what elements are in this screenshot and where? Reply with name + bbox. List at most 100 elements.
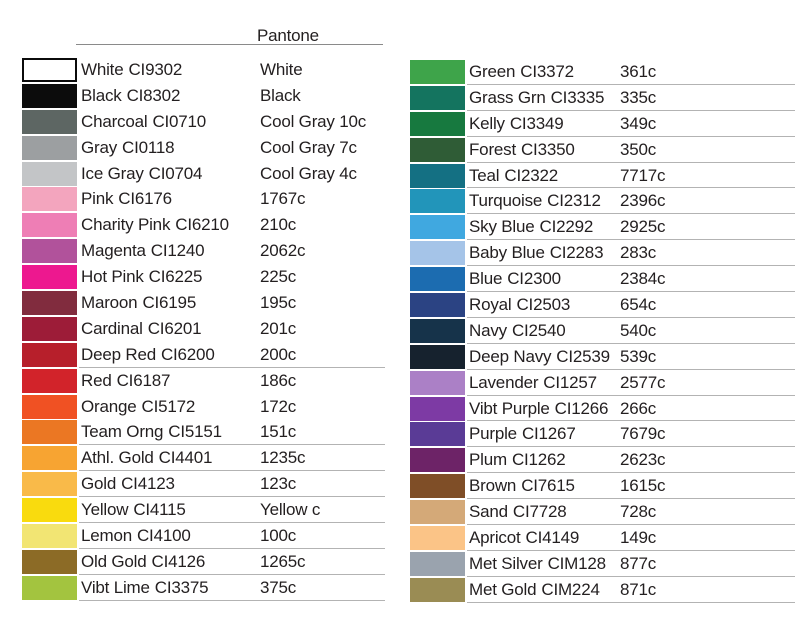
color-row: Sand CI7728 728c bbox=[410, 499, 795, 526]
pantone-value: 2925c bbox=[620, 217, 666, 237]
color-row: Lemon CI4100 100c bbox=[22, 523, 385, 549]
pantone-value: 2062c bbox=[260, 241, 306, 261]
row-underline bbox=[467, 394, 795, 396]
color-name: Lavender bbox=[469, 372, 539, 392]
color-swatch bbox=[410, 85, 465, 110]
color-code: CI3375 bbox=[154, 577, 209, 597]
pantone-value: 335c bbox=[620, 87, 657, 107]
color-row: Kelly CI3349 349c bbox=[410, 111, 795, 137]
pantone-value: 1615c bbox=[620, 476, 666, 496]
color-code: CI4123 bbox=[121, 474, 175, 494]
color-name: Vibt Lime bbox=[81, 577, 150, 597]
color-code: CI2322 bbox=[504, 165, 559, 185]
color-swatch bbox=[22, 83, 77, 108]
pantone-value: 149c bbox=[620, 527, 657, 547]
color-swatch bbox=[410, 241, 465, 266]
color-code: CI5151 bbox=[168, 422, 222, 442]
color-name: Forest bbox=[469, 139, 516, 159]
row-underline bbox=[79, 470, 385, 472]
color-code: CI6195 bbox=[142, 292, 197, 312]
color-code: CI7615 bbox=[521, 476, 575, 496]
pantone-value: Cool Gray 10c bbox=[260, 111, 367, 131]
color-row: Royal CI2503 654c bbox=[410, 292, 795, 318]
pantone-value: 210c bbox=[260, 215, 297, 235]
color-swatch bbox=[410, 577, 465, 602]
color-row: Deep Navy CI2539 539c bbox=[410, 344, 795, 370]
color-name: Vibt Purple bbox=[469, 398, 550, 418]
color-name: Pink bbox=[81, 189, 114, 209]
color-row: Grass Grn CI3335 335c bbox=[410, 85, 795, 111]
color-code: CI7728 bbox=[512, 502, 567, 522]
row-underline bbox=[79, 573, 385, 575]
pantone-value: 1767c bbox=[260, 189, 306, 209]
pantone-value: 151c bbox=[260, 422, 297, 442]
color-name: Blue bbox=[469, 269, 503, 289]
color-swatch bbox=[410, 59, 465, 84]
color-name: Orange bbox=[81, 396, 137, 416]
color-swatch bbox=[22, 316, 77, 341]
color-name: Royal bbox=[469, 294, 512, 314]
color-row: Green CI3372 361c bbox=[410, 59, 795, 85]
color-code: CIM224 bbox=[541, 579, 600, 599]
color-swatch bbox=[22, 290, 77, 315]
color-name: Met Silver bbox=[469, 553, 543, 573]
color-row: Met Gold CIM224 871c bbox=[410, 577, 795, 603]
color-row: Charity Pink CI6210 210c bbox=[22, 212, 385, 238]
color-swatch bbox=[410, 344, 465, 369]
color-row: Blue CI2300 2384c bbox=[410, 266, 795, 293]
color-name: Maroon bbox=[81, 292, 138, 312]
color-code: CI2283 bbox=[549, 243, 604, 263]
color-code: CI0704 bbox=[148, 163, 203, 183]
color-row: Deep Red CI6200 200c bbox=[22, 342, 385, 368]
row-underline bbox=[79, 547, 385, 549]
pantone-value: 266c bbox=[620, 398, 657, 418]
color-code: CI4115 bbox=[133, 500, 186, 520]
pantone-value: 728c bbox=[620, 502, 657, 522]
row-underline bbox=[79, 366, 385, 368]
row-underline bbox=[467, 187, 795, 189]
row-underline bbox=[467, 342, 795, 344]
color-name: Athl. Gold bbox=[81, 448, 154, 468]
color-swatch bbox=[410, 163, 465, 188]
color-swatch bbox=[410, 422, 465, 447]
row-underline bbox=[467, 601, 795, 603]
row-underline bbox=[79, 444, 385, 446]
color-swatch bbox=[22, 213, 77, 238]
color-code: CI1267 bbox=[521, 424, 576, 444]
color-row: Charcoal CI0710 Cool Gray 10c bbox=[22, 109, 385, 135]
color-name: Lemon bbox=[81, 525, 132, 545]
color-swatch bbox=[22, 135, 77, 160]
color-name: Hot Pink bbox=[81, 267, 144, 287]
pantone-value: 1265c bbox=[260, 551, 306, 571]
row-underline bbox=[79, 496, 385, 498]
color-code: CI8302 bbox=[126, 85, 181, 105]
color-swatch bbox=[22, 549, 77, 574]
color-swatch bbox=[22, 446, 77, 471]
color-name: Met Gold bbox=[469, 579, 537, 599]
color-row: Brown CI7615 1615c bbox=[410, 473, 795, 500]
row-underline bbox=[467, 161, 795, 163]
header-rule bbox=[76, 44, 383, 45]
pantone-value: White bbox=[260, 59, 303, 79]
color-row: Hot Pink CI6225 225c bbox=[22, 264, 385, 290]
pantone-value: 375c bbox=[260, 577, 297, 597]
color-row: Magenta CI1240 2062c bbox=[22, 238, 385, 264]
pantone-value: 654c bbox=[620, 294, 657, 314]
color-code: CI3335 bbox=[550, 87, 605, 107]
color-name: Sky Blue bbox=[469, 217, 535, 237]
color-code: CI2540 bbox=[511, 320, 566, 340]
row-underline bbox=[467, 549, 795, 551]
color-swatch bbox=[22, 265, 77, 290]
left-color-column: White CI9302 White Black CI8302 Black Char… bbox=[22, 57, 385, 601]
row-underline bbox=[467, 291, 795, 293]
color-row: Vibt Purple CI1266 266c bbox=[410, 396, 795, 422]
color-name: Charcoal bbox=[81, 111, 148, 131]
color-row: Pink CI6176 1767c bbox=[22, 186, 385, 212]
color-name: Apricot bbox=[469, 527, 521, 547]
color-code: CI4401 bbox=[158, 448, 213, 468]
pantone-value: 361c bbox=[620, 61, 657, 81]
color-name: Yellow bbox=[81, 500, 129, 520]
color-name: Brown bbox=[469, 476, 517, 496]
pantone-value: 7717c bbox=[620, 165, 666, 185]
